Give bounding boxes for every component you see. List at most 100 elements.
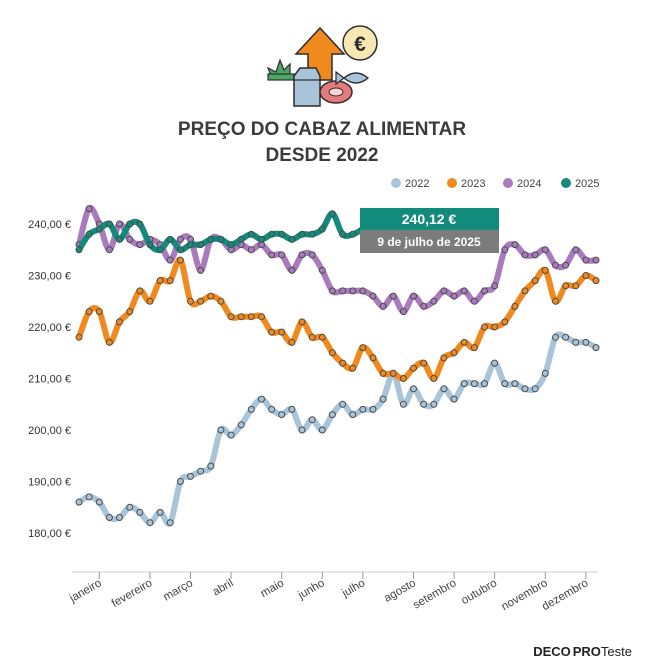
data-point-2024[interactable]	[85, 205, 93, 213]
data-point-2023[interactable]	[369, 354, 377, 362]
data-point-2023[interactable]	[470, 344, 478, 352]
data-point-2024[interactable]	[318, 266, 326, 274]
data-point-2022[interactable]	[268, 405, 276, 413]
data-point-2024[interactable]	[501, 246, 509, 254]
data-point-2023[interactable]	[541, 266, 549, 274]
data-point-2025[interactable]	[349, 230, 357, 238]
data-point-2024[interactable]	[562, 261, 570, 269]
data-point-2025[interactable]	[146, 241, 154, 249]
data-point-2023[interactable]	[298, 318, 306, 326]
data-point-2024[interactable]	[389, 292, 397, 300]
data-point-2023[interactable]	[217, 297, 225, 305]
data-point-2023[interactable]	[227, 313, 235, 321]
data-point-2023[interactable]	[156, 277, 164, 285]
data-point-2024[interactable]	[379, 302, 387, 310]
data-point-2022[interactable]	[197, 467, 205, 475]
data-point-2023[interactable]	[399, 375, 407, 382]
data-point-2025[interactable]	[126, 220, 134, 228]
data-point-2025[interactable]	[207, 235, 215, 243]
data-point-2022[interactable]	[521, 385, 529, 393]
data-point-2023[interactable]	[116, 318, 123, 326]
data-point-2023[interactable]	[176, 256, 184, 264]
data-point-2022[interactable]	[298, 426, 306, 434]
data-point-2022[interactable]	[531, 385, 539, 393]
data-point-2024[interactable]	[491, 282, 499, 290]
data-point-2023[interactable]	[166, 277, 174, 285]
legend-item-2024[interactable]: 2024	[503, 178, 541, 190]
data-point-2024[interactable]	[592, 256, 600, 264]
data-point-2024[interactable]	[481, 287, 488, 295]
data-point-2025[interactable]	[237, 235, 245, 243]
data-point-2023[interactable]	[379, 369, 387, 377]
data-point-2024[interactable]	[349, 287, 357, 295]
data-point-2025[interactable]	[318, 225, 326, 233]
data-point-2024[interactable]	[410, 292, 417, 300]
data-point-2023[interactable]	[359, 344, 367, 352]
data-point-2025[interactable]	[339, 230, 347, 238]
data-point-2022[interactable]	[359, 405, 367, 413]
data-point-2025[interactable]	[247, 230, 255, 238]
data-point-2022[interactable]	[440, 385, 448, 393]
data-point-2024[interactable]	[328, 287, 336, 295]
data-point-2025[interactable]	[176, 246, 184, 254]
data-point-2025[interactable]	[136, 220, 144, 228]
data-point-2025[interactable]	[197, 241, 205, 249]
data-point-2023[interactable]	[592, 277, 600, 285]
data-point-2023[interactable]	[460, 338, 468, 346]
data-point-2022[interactable]	[339, 400, 347, 408]
data-point-2024[interactable]	[278, 251, 286, 259]
data-point-2022[interactable]	[207, 462, 215, 470]
data-point-2023[interactable]	[247, 313, 255, 321]
data-point-2023[interactable]	[278, 328, 286, 336]
data-point-2023[interactable]	[572, 282, 580, 290]
data-point-2023[interactable]	[85, 308, 93, 316]
data-point-2025[interactable]	[85, 230, 93, 238]
data-point-2023[interactable]	[318, 333, 326, 341]
data-point-2025[interactable]	[288, 235, 296, 243]
data-point-2024[interactable]	[126, 235, 134, 243]
data-point-2024[interactable]	[288, 266, 296, 274]
data-point-2022[interactable]	[75, 498, 83, 506]
data-point-2024[interactable]	[136, 241, 144, 249]
data-point-2022[interactable]	[136, 508, 144, 516]
data-point-2023[interactable]	[349, 364, 357, 372]
data-point-2023[interactable]	[328, 349, 336, 357]
data-point-2025[interactable]	[75, 246, 83, 254]
data-point-2024[interactable]	[430, 297, 438, 305]
data-point-2024[interactable]	[531, 251, 539, 259]
data-point-2024[interactable]	[440, 287, 448, 295]
data-point-2022[interactable]	[541, 369, 549, 377]
data-point-2023[interactable]	[420, 359, 428, 367]
data-point-2022[interactable]	[105, 514, 113, 521]
legend-item-2022[interactable]: 2022	[391, 178, 429, 190]
data-point-2023[interactable]	[308, 333, 316, 341]
data-point-2022[interactable]	[592, 344, 600, 352]
data-point-2024[interactable]	[197, 266, 205, 274]
data-point-2023[interactable]	[521, 287, 529, 295]
data-point-2023[interactable]	[450, 349, 458, 357]
data-point-2025[interactable]	[95, 225, 103, 233]
data-point-2023[interactable]	[410, 364, 417, 372]
data-point-2025[interactable]	[217, 235, 225, 243]
data-point-2022[interactable]	[552, 333, 559, 341]
data-point-2022[interactable]	[328, 411, 336, 419]
data-point-2024[interactable]	[582, 256, 590, 264]
data-point-2025[interactable]	[156, 246, 164, 254]
data-point-2022[interactable]	[156, 508, 164, 516]
data-point-2023[interactable]	[491, 323, 499, 331]
data-point-2022[interactable]	[116, 514, 123, 521]
data-point-2025[interactable]	[268, 230, 276, 238]
data-point-2022[interactable]	[369, 405, 377, 413]
data-point-2022[interactable]	[288, 405, 296, 413]
data-point-2023[interactable]	[531, 277, 539, 285]
data-point-2024[interactable]	[339, 287, 347, 295]
data-point-2022[interactable]	[410, 385, 417, 393]
data-point-2023[interactable]	[136, 287, 144, 295]
data-point-2022[interactable]	[481, 380, 488, 388]
data-point-2024[interactable]	[369, 292, 377, 300]
data-point-2022[interactable]	[399, 400, 407, 408]
data-point-2022[interactable]	[217, 426, 225, 434]
data-point-2024[interactable]	[268, 251, 276, 259]
data-point-2025[interactable]	[308, 230, 316, 238]
data-point-2023[interactable]	[582, 272, 590, 279]
